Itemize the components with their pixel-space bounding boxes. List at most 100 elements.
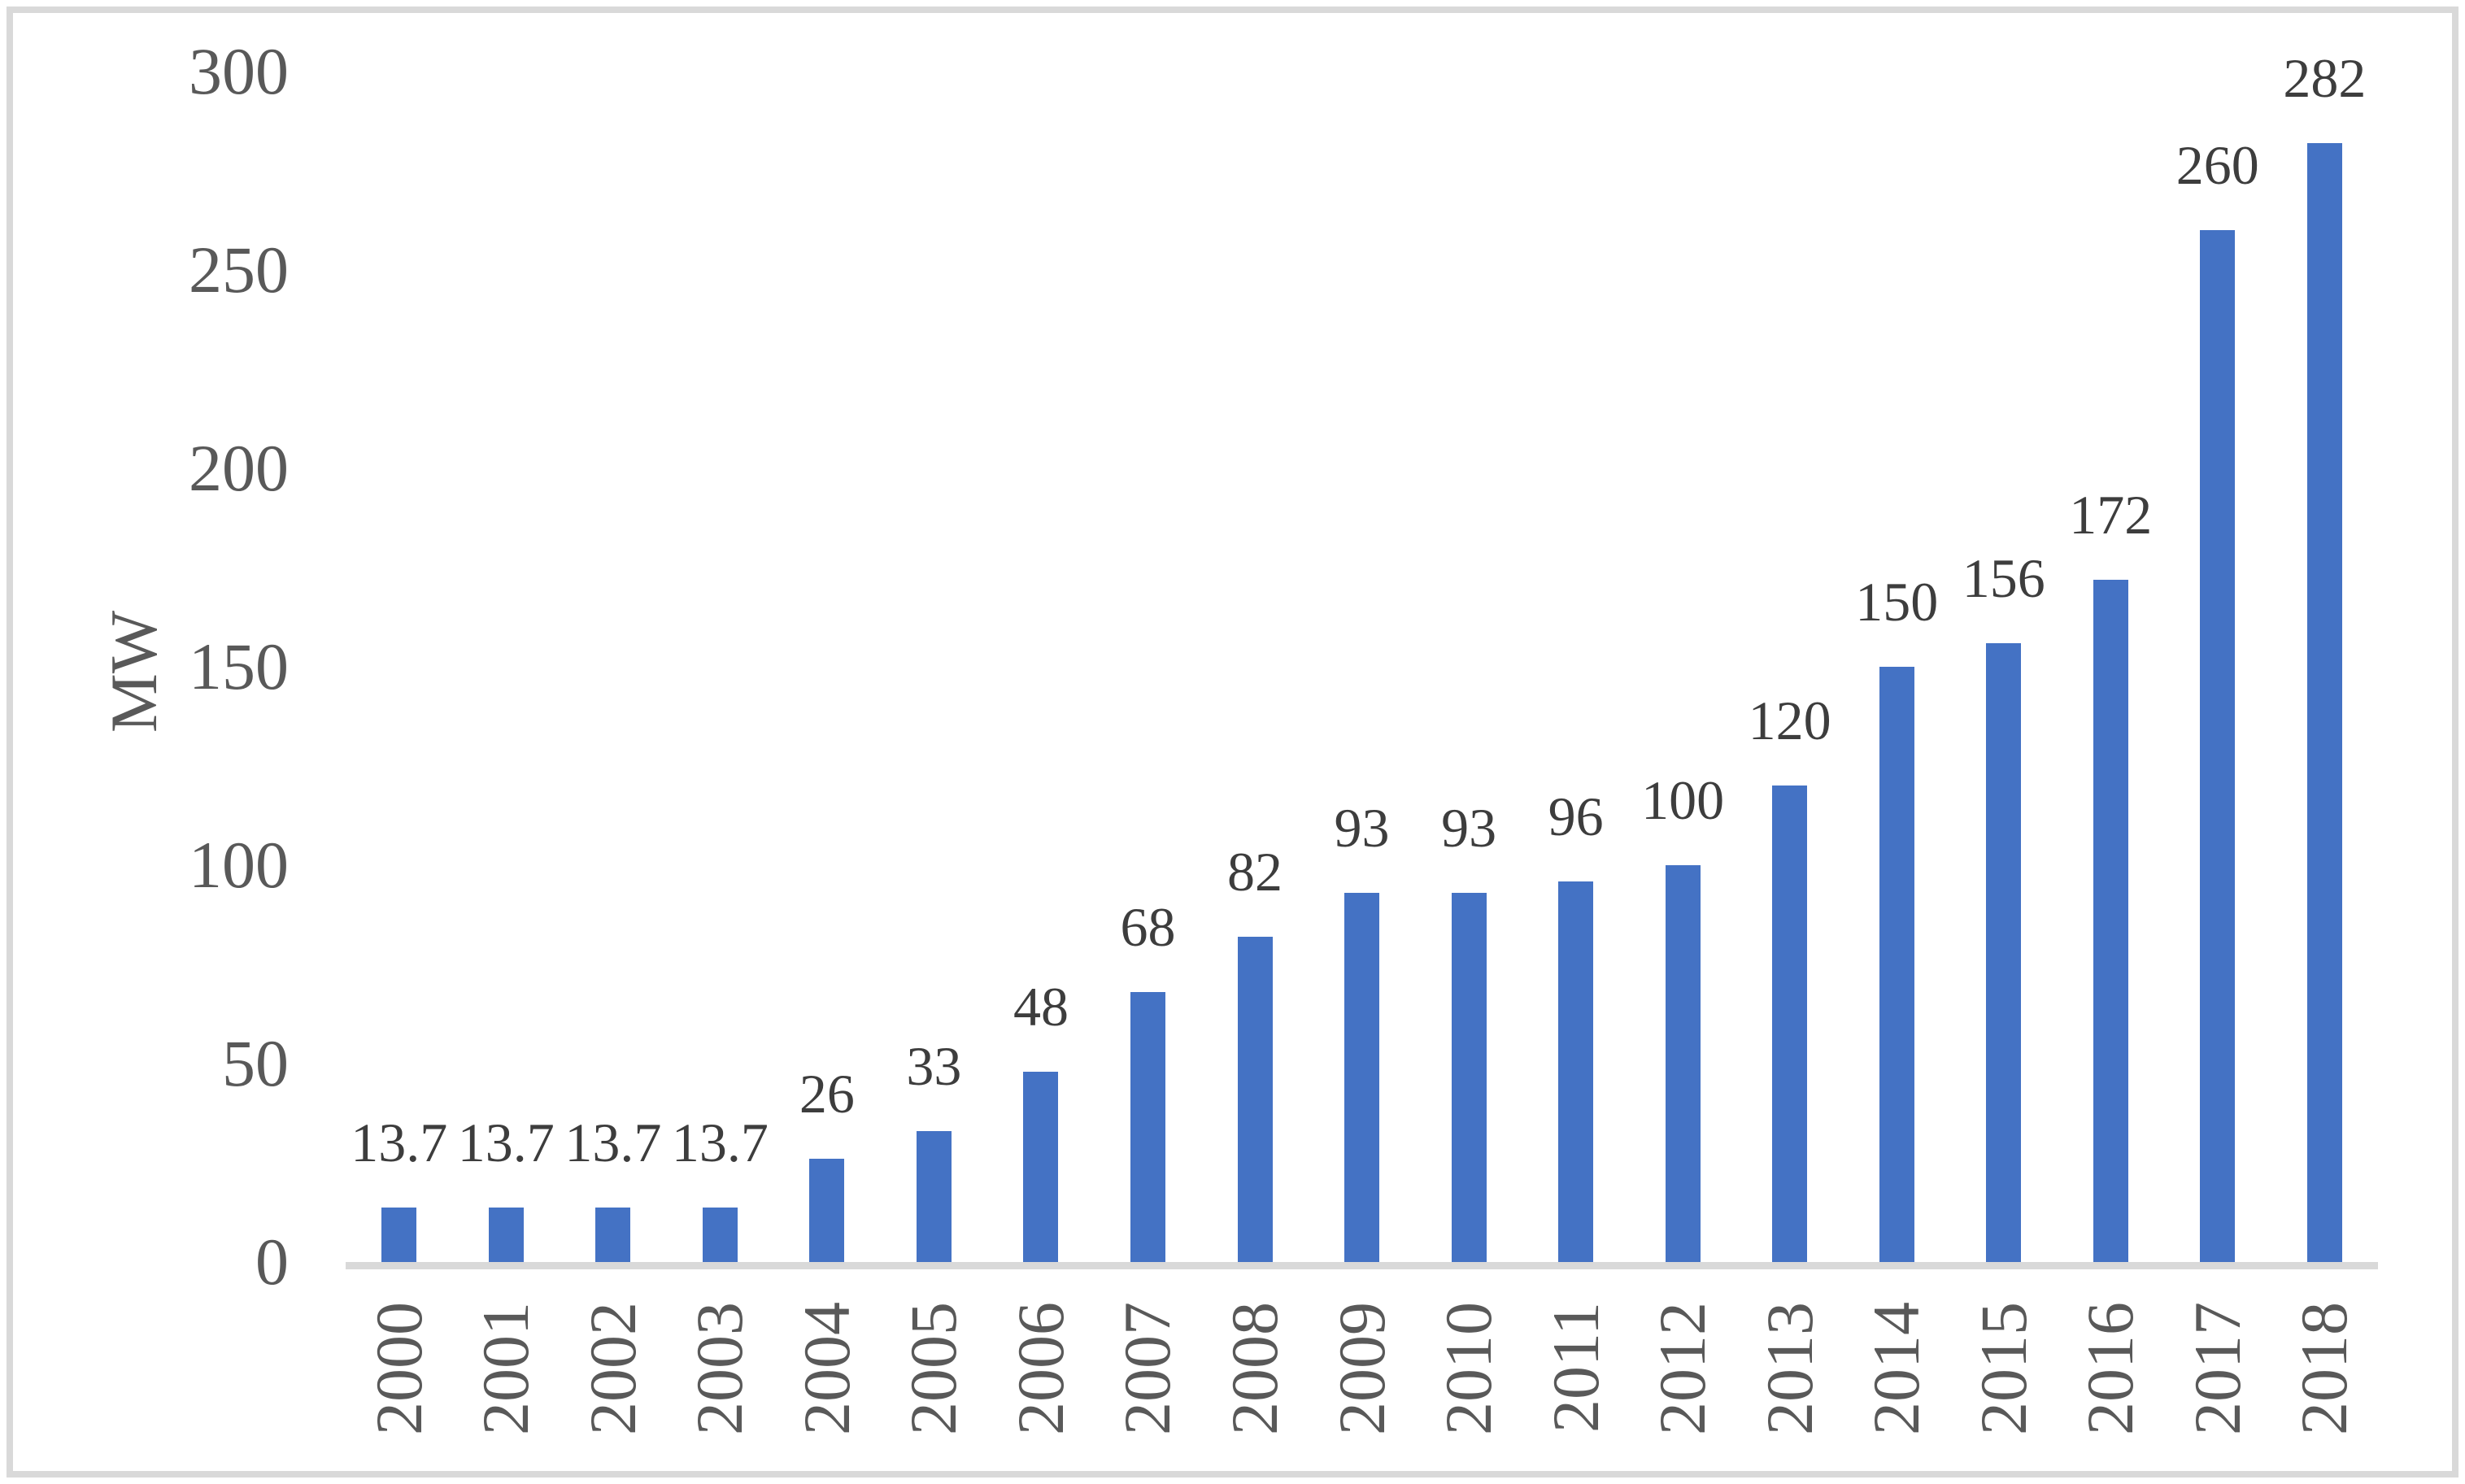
- x-tick-label: 2016: [2073, 1302, 2148, 1435]
- plot-area: 13.7 13.7 13.7 13.7 26 33 48 68 82 93 93 96 100 120 15…: [346, 50, 2379, 1262]
- data-label: 93: [1441, 797, 1497, 860]
- data-label: 82: [1227, 840, 1283, 903]
- bar: [381, 1208, 417, 1262]
- bar-category: 100: [1629, 72, 1736, 1262]
- data-label: 156: [1962, 546, 2045, 609]
- x-tick-label: 2007: [1110, 1302, 1185, 1435]
- data-label: 26: [799, 1063, 855, 1125]
- x-tick-label: 2003: [682, 1302, 757, 1435]
- x-tick-label: 2004: [789, 1302, 864, 1435]
- x-tick-label: 2014: [1859, 1302, 1934, 1435]
- bar-category: 96: [1522, 72, 1630, 1262]
- data-label: 48: [1013, 975, 1069, 1038]
- data-label: 33: [906, 1034, 962, 1097]
- x-tick-label: 2002: [575, 1302, 650, 1435]
- y-tick-label: 250: [189, 233, 289, 307]
- x-tick-cell: 2013: [1736, 1269, 1844, 1435]
- x-tick-cell: 2003: [667, 1269, 774, 1435]
- bar-category: 120: [1736, 72, 1844, 1262]
- bar: [916, 1130, 952, 1262]
- x-tick-cell: 2009: [1309, 1269, 1416, 1435]
- y-tick-label: 100: [189, 828, 289, 902]
- x-axis-tick-labels: 2000 2001 2002 2003 2004 2005 2006 2007 2008 2009…: [346, 1269, 2378, 1435]
- x-tick-cell: 2000: [346, 1269, 453, 1435]
- data-label: 172: [2069, 483, 2153, 546]
- x-tick-label: 2013: [1752, 1302, 1827, 1435]
- bar-category: 48: [987, 72, 1095, 1262]
- bar: [595, 1208, 631, 1262]
- bar: [1772, 786, 1808, 1262]
- x-tick-label: 2006: [1003, 1302, 1078, 1435]
- y-tick-label: 200: [189, 431, 289, 505]
- data-label: 120: [1748, 690, 1831, 752]
- data-label: 93: [1334, 797, 1390, 860]
- bar-category: 282: [2271, 50, 2379, 1262]
- bar-category: 13.7: [346, 72, 453, 1262]
- bar-category: 13.7: [453, 72, 560, 1262]
- x-tick-cell: 2015: [1950, 1269, 2058, 1435]
- x-tick-label: 2018: [2287, 1302, 2362, 1435]
- bar: [1451, 893, 1487, 1262]
- x-tick-cell: 2007: [1095, 1269, 1202, 1435]
- data-label: 13.7: [351, 1112, 448, 1174]
- bar-category: 26: [773, 72, 881, 1262]
- x-tick-cell: 2011: [1522, 1269, 1630, 1435]
- bar: [1023, 1071, 1059, 1262]
- x-tick-cell: 2006: [987, 1269, 1095, 1435]
- x-tick-cell: 2002: [560, 1269, 667, 1435]
- data-label: 96: [1548, 785, 1604, 847]
- x-tick-label: 2015: [1966, 1302, 2040, 1435]
- bar: [1986, 642, 2022, 1262]
- bar: [1344, 893, 1380, 1262]
- x-tick-label: 2008: [1217, 1302, 1292, 1435]
- x-tick-cell: 2008: [1201, 1269, 1309, 1435]
- bar-category: 13.7: [560, 72, 667, 1262]
- bar: [1130, 992, 1165, 1262]
- bar-category: 260: [2164, 72, 2271, 1262]
- x-tick-label: 2011: [1538, 1302, 1613, 1433]
- bar-category: 13.7: [667, 72, 774, 1262]
- bar: [702, 1208, 738, 1262]
- bar: [488, 1208, 524, 1262]
- y-tick-label: 150: [189, 629, 289, 703]
- x-tick-label: 2009: [1324, 1302, 1399, 1435]
- data-label: 282: [2283, 46, 2367, 109]
- bar: [809, 1159, 845, 1262]
- data-label: 260: [2175, 134, 2259, 197]
- bar-category: 33: [881, 72, 988, 1262]
- x-tick-cell: 2001: [453, 1269, 560, 1435]
- x-tick-cell: 2005: [881, 1269, 988, 1435]
- bar: [2306, 142, 2342, 1262]
- data-label: 13.7: [671, 1112, 769, 1174]
- y-tick-label: 0: [255, 1225, 289, 1299]
- y-tick-label: 300: [189, 34, 289, 108]
- x-tick-label: 2000: [361, 1302, 436, 1435]
- y-tick-label: 50: [222, 1026, 289, 1100]
- x-tick-label: 2012: [1645, 1302, 1720, 1435]
- data-label: 100: [1641, 769, 1725, 831]
- bar: [1558, 881, 1594, 1262]
- bar: [2093, 579, 2128, 1262]
- bar-category: 150: [1843, 72, 1950, 1262]
- data-label: 68: [1120, 896, 1176, 959]
- bar-category: 93: [1309, 72, 1416, 1262]
- x-tick-label: 2017: [2180, 1302, 2254, 1435]
- x-tick-cell: 2012: [1629, 1269, 1736, 1435]
- bar: [1879, 667, 1914, 1262]
- x-axis-line: [346, 1262, 2378, 1269]
- bar-category: 156: [1950, 72, 2058, 1262]
- data-label: 13.7: [457, 1112, 555, 1174]
- data-label: 13.7: [564, 1112, 662, 1174]
- bar-category: 82: [1201, 72, 1309, 1262]
- bar-category: 93: [1415, 72, 1522, 1262]
- x-tick-label: 2001: [468, 1302, 543, 1435]
- bar-category: 68: [1095, 72, 1202, 1262]
- bar-category: 172: [2058, 72, 2165, 1262]
- x-tick-cell: 2004: [773, 1269, 881, 1435]
- bar: [1237, 936, 1273, 1262]
- x-tick-label: 2005: [896, 1302, 971, 1435]
- bar: [1665, 865, 1701, 1262]
- x-tick-cell: 2016: [2058, 1269, 2165, 1435]
- x-tick-cell: 2018: [2271, 1269, 2379, 1435]
